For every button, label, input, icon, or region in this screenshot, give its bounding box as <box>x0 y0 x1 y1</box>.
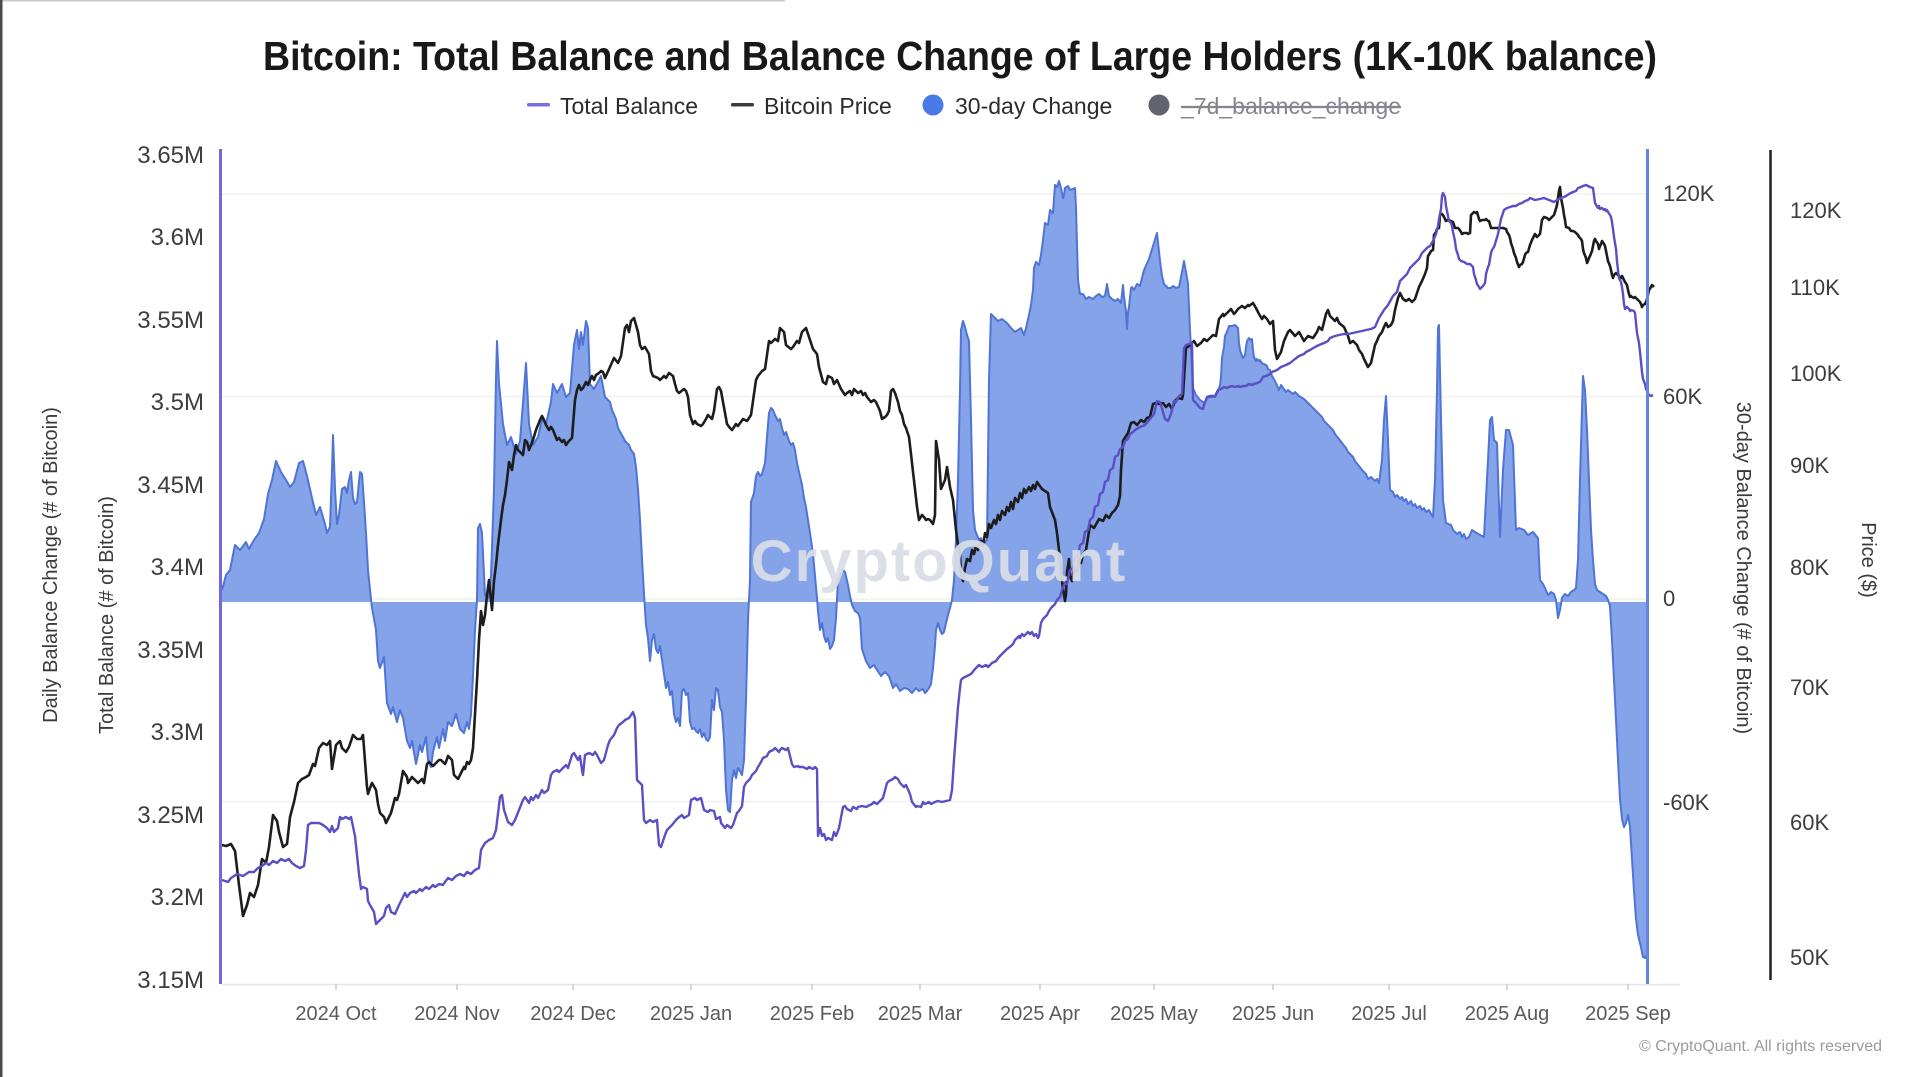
svg-text:70K: 70K <box>1790 675 1829 700</box>
svg-text:3.25M: 3.25M <box>137 802 204 829</box>
svg-text:60K: 60K <box>1663 384 1702 409</box>
svg-text:Price ($): Price ($) <box>1857 522 1879 598</box>
svg-text:30-day Change: 30-day Change <box>955 93 1112 119</box>
svg-text:2025 Jan: 2025 Jan <box>650 1003 732 1025</box>
svg-text:CryptoQuant: CryptoQuant <box>751 529 1127 594</box>
svg-text:3.3M: 3.3M <box>151 719 204 746</box>
svg-text:2025 Sep: 2025 Sep <box>1585 1003 1671 1025</box>
svg-text:Total Balance (# of Bitcoin): Total Balance (# of Bitcoin) <box>96 496 118 734</box>
svg-text:2025 Feb: 2025 Feb <box>770 1003 855 1025</box>
svg-text:3.35M: 3.35M <box>137 637 204 664</box>
svg-text:3.15M: 3.15M <box>137 967 204 994</box>
svg-text:_7d_balance_change: _7d_balance_change <box>1180 93 1401 119</box>
svg-text:-60K: -60K <box>1663 790 1710 815</box>
svg-text:2025 Apr: 2025 Apr <box>1000 1003 1080 1025</box>
svg-text:90K: 90K <box>1790 453 1829 478</box>
svg-text:3.65M: 3.65M <box>137 142 204 169</box>
svg-text:2025 Mar: 2025 Mar <box>878 1003 963 1025</box>
svg-text:2024 Dec: 2024 Dec <box>530 1003 616 1025</box>
svg-text:120K: 120K <box>1790 198 1842 223</box>
svg-text:0: 0 <box>1663 586 1675 611</box>
svg-text:Bitcoin: Total Balance and Bal: Bitcoin: Total Balance and Balance Chang… <box>263 33 1657 79</box>
svg-text:50K: 50K <box>1790 945 1829 970</box>
svg-text:2024 Nov: 2024 Nov <box>414 1003 500 1025</box>
svg-text:120K: 120K <box>1663 181 1715 206</box>
svg-text:Total Balance: Total Balance <box>560 93 698 119</box>
svg-text:3.55M: 3.55M <box>137 307 204 334</box>
svg-text:100K: 100K <box>1790 361 1842 386</box>
svg-text:Daily Balance Change (# of Bit: Daily Balance Change (# of Bitcoin) <box>40 407 62 723</box>
svg-text:2025 Jul: 2025 Jul <box>1351 1003 1427 1025</box>
svg-text:3.4M: 3.4M <box>151 554 204 581</box>
svg-text:30-day Balance Change (# of Bi: 30-day Balance Change (# of Bitcoin) <box>1732 402 1754 734</box>
svg-text:110K: 110K <box>1790 275 1840 300</box>
svg-text:3.5M: 3.5M <box>151 389 204 416</box>
svg-text:3.2M: 3.2M <box>151 884 204 911</box>
svg-text:60K: 60K <box>1790 810 1829 835</box>
svg-text:Bitcoin Price: Bitcoin Price <box>764 93 892 119</box>
svg-text:3.45M: 3.45M <box>137 472 204 499</box>
svg-text:2025 Aug: 2025 Aug <box>1465 1003 1550 1025</box>
svg-text:3.6M: 3.6M <box>151 224 204 251</box>
svg-text:80K: 80K <box>1790 555 1829 580</box>
svg-text:2025 May: 2025 May <box>1110 1003 1198 1025</box>
svg-text:2025 Jun: 2025 Jun <box>1232 1003 1314 1025</box>
svg-text:© CryptoQuant. All rights rese: © CryptoQuant. All rights reserved <box>1639 1038 1882 1055</box>
svg-text:2024 Oct: 2024 Oct <box>295 1003 377 1025</box>
